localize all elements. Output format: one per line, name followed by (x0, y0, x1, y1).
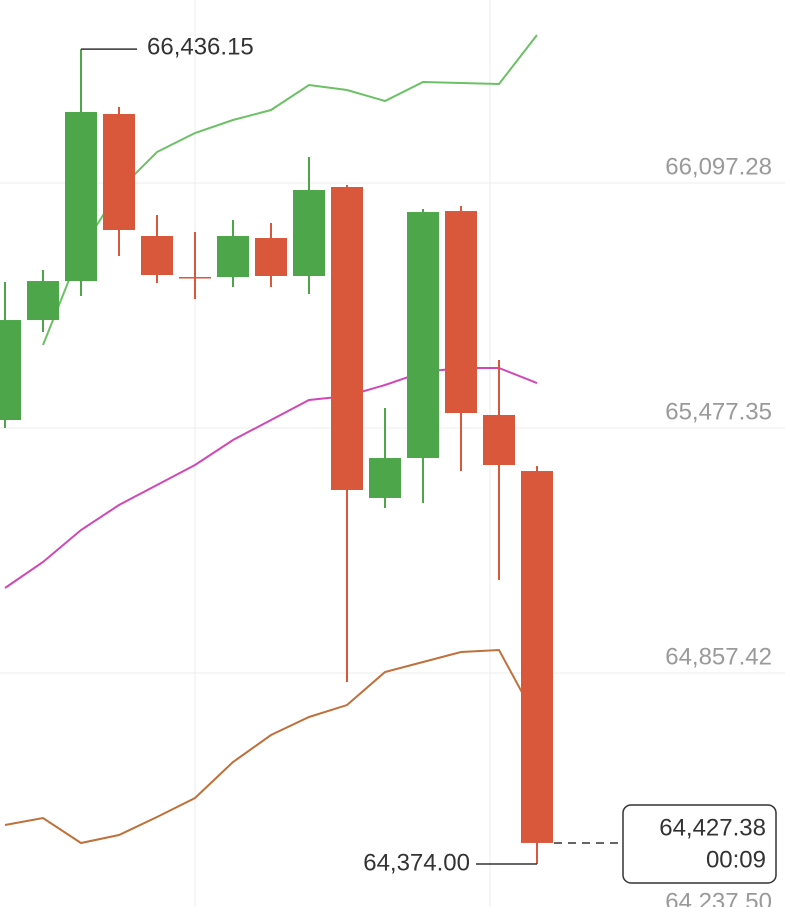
last-price-time: 00:09 (706, 846, 766, 873)
candle-body (445, 211, 477, 414)
annotations: 66,436.15 64,374.00 64,427.38 00:09 (81, 33, 777, 884)
candle-body (331, 187, 363, 490)
candle-body (293, 190, 325, 277)
candle-body (521, 471, 553, 843)
candles (0, 49, 553, 865)
candle-body (0, 320, 21, 421)
last-price-box (622, 804, 777, 884)
candle-body (407, 212, 439, 459)
candle-body (27, 281, 59, 321)
y-tick-label: 64,237.50 (665, 888, 772, 907)
candle-body (65, 111, 97, 282)
y-tick-label: 66,097.28 (665, 153, 772, 180)
candle-body (217, 236, 249, 278)
last-price-label: 64,427.38 (659, 814, 766, 841)
candle-body (103, 114, 135, 231)
candle-body (141, 236, 173, 276)
low-label: 64,374.00 (363, 849, 470, 876)
candle-body (483, 414, 515, 466)
y-tick-label: 65,477.35 (665, 398, 772, 425)
y-tick-label: 64,857.42 (665, 643, 772, 670)
candle-body (369, 458, 401, 498)
high-label: 66,436.15 (147, 33, 254, 60)
grid: 66,097.28 65,477.35 64,857.42 64,237.50 (0, 153, 785, 907)
candle-body (179, 277, 211, 279)
band-line (4, 648, 538, 845)
candle-body (255, 238, 287, 277)
